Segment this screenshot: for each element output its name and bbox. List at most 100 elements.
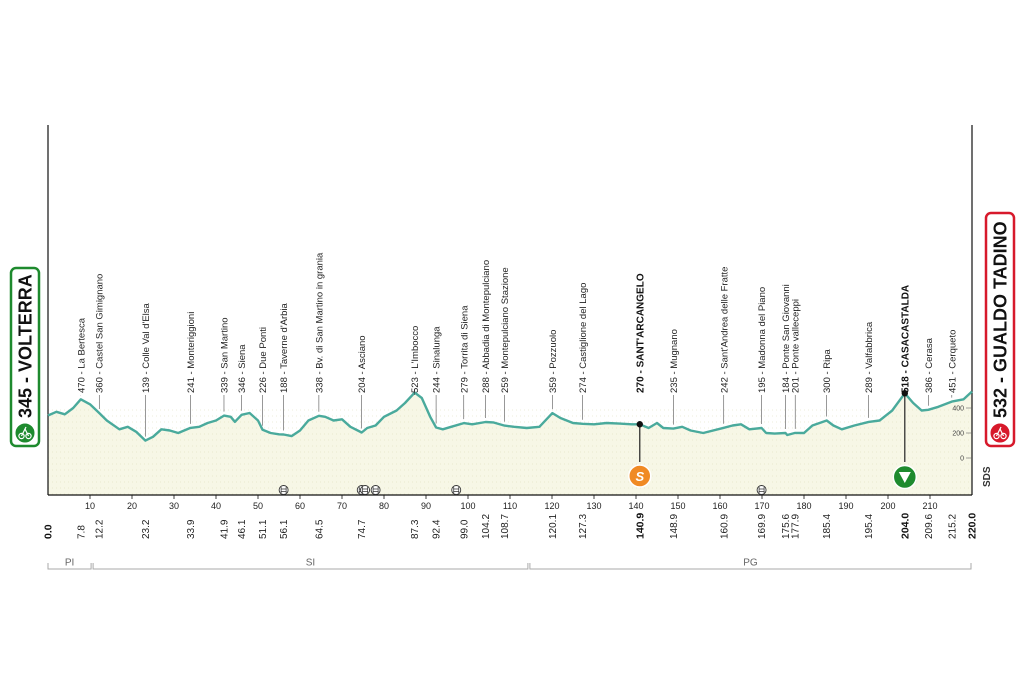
km-distance-label: 140.9 [634, 513, 646, 539]
waypoint-label: 279 - Torrita di Siena [459, 305, 470, 393]
km-tick-label: 50 [253, 501, 263, 511]
waypoint-label: 184 - Ponte San Giovanni [781, 284, 792, 393]
km-tick-label: 100 [460, 501, 475, 511]
start-city-badge-bike-wheel-rear [25, 432, 32, 440]
km-distance-label: 175.6 [781, 514, 792, 539]
waypoint-label: 270 - SANT'ARCANGELO [635, 273, 646, 393]
finish-bike-wheel-rear [1000, 432, 1007, 440]
km-distance-label: 169.9 [757, 514, 768, 539]
kom-point [901, 390, 908, 397]
km-distance-label: 46.1 [237, 519, 248, 539]
km-tick-label: 20 [127, 501, 137, 511]
km-distance-label: 209.6 [924, 514, 935, 539]
km-axis: 10 20 30 40 50 60 70 80 90 100 110 120 130 140 150 160 1… [43, 494, 979, 539]
marker-layer: S SDS [278, 390, 993, 495]
profile-line-layer [47, 390, 973, 442]
finish-city-badge-label: 532 - GUALDO TADINO [991, 221, 1011, 418]
start-city-badge-label: 345 - VOLTERRA [16, 274, 36, 418]
railway-crossing-icon [451, 485, 462, 495]
km-distance-label: 41.9 [220, 519, 231, 539]
railway-crossing-glyph [362, 487, 369, 493]
altitude-tick-label: 0 [960, 456, 964, 463]
railway-crossing-icon [756, 485, 767, 495]
region-label: PI [65, 558, 74, 569]
waypoint-label: 259 - Montepulciano Stazione [500, 267, 511, 393]
km-tick-label: 70 [337, 501, 347, 511]
km-distance-label: 108.7 [500, 514, 511, 539]
km-distance-label: 104.2 [481, 514, 492, 539]
finish-bike-wheel-front [993, 432, 1000, 440]
start-city-badge-bike-frame [20, 426, 30, 437]
railway-crossing-glyph [280, 487, 287, 493]
km-tick-label: 90 [421, 501, 431, 511]
waypoint-label: 244 - Sinalunga [432, 326, 443, 393]
km-tick-label: 190 [838, 501, 853, 511]
km-distance-label: 12.2 [95, 519, 106, 539]
km-tick-label: 200 [880, 501, 895, 511]
profile-line [47, 390, 973, 442]
km-distance-label: 148.9 [669, 514, 680, 539]
km-tick-label: 10 [85, 501, 95, 511]
waypoint-label: 470 - La Bertesca [76, 317, 87, 393]
km-tick-label: 130 [586, 501, 601, 511]
finish-city-badge: 532 - GUALDO TADINO [984, 211, 1016, 448]
railway-crossing-icon [370, 485, 381, 495]
start-city-badge-bike-wheel-front [18, 432, 25, 440]
profile-fill-layer [48, 391, 972, 495]
km-tick-label: 110 [503, 501, 517, 511]
start-city-badge-icon [13, 421, 37, 445]
railway-crossing-glyph [758, 487, 765, 493]
km-distance-label: 51.1 [258, 519, 269, 539]
km-tick-label: 140 [628, 501, 643, 511]
waypoint-label: 188 - Taverne d'Arbia [279, 302, 290, 393]
km-distance-label: 120.1 [548, 514, 559, 539]
km-distance-label: 64.5 [314, 519, 325, 539]
km-distance-label: 215.2 [947, 514, 958, 539]
region-layer: PI SI PG [47, 558, 972, 571]
km-distance-label: 87.3 [410, 519, 421, 539]
km-distance-label: 160.9 [719, 514, 730, 539]
waypoint-label: 288 - Abbadia di Montepulciano [481, 260, 492, 393]
km-tick-label: 60 [295, 501, 305, 511]
region-bracket [529, 563, 972, 570]
waypoint-label: 359 - Pozzuolo [548, 330, 559, 393]
railway-crossing-glyph [453, 487, 460, 493]
waypoint-label: 226 - Due Ponti [258, 327, 269, 393]
waypoint-layer: 470 - La Bertesca 360 - Castel San Gimign… [76, 252, 958, 437]
altitude-tick-label: 200 [952, 431, 964, 438]
km-distance-label: 185.4 [822, 514, 833, 539]
km-distance-label: 204.0 [899, 513, 911, 539]
altitude-grid: 400 200 0 [47, 125, 973, 495]
waypoint-label: 451 - Cerqueto [947, 330, 958, 393]
profile-area-fill [48, 391, 972, 495]
waypoint-label: 518 - CASACASTALDA [900, 285, 911, 393]
waypoint-label: 274 - Castiglione del Lago [578, 283, 589, 393]
km-distance-label: 7.8 [76, 525, 87, 539]
railway-crossing-icon [360, 485, 371, 495]
km-distance-label: 127.3 [578, 514, 589, 539]
region-label: SI [306, 558, 315, 569]
km-distance-label: 74.7 [357, 519, 368, 539]
sprint-point [636, 421, 643, 428]
km-tick-label: 30 [169, 501, 179, 511]
waypoint-label: 195 - Madonna del Piano [757, 287, 768, 393]
railway-crossing-icon [278, 485, 289, 495]
start-city-badge-frame [9, 266, 41, 448]
waypoint-label: 523 - L'Imbocco [410, 326, 421, 393]
waypoint-label: 235 - Mugnano [669, 329, 680, 393]
waypoint-label: 300 - Ripa [822, 348, 833, 393]
km-distance-label: 195.4 [864, 514, 875, 539]
km-distance-label: 99.0 [459, 519, 470, 539]
finish-city-badge-frame [984, 211, 1016, 448]
waypoint-label: 204 - Asciano [357, 335, 368, 393]
sprint-marker-icon [628, 464, 652, 488]
sprint-marker-symbol: S [635, 469, 644, 484]
waypoint-label: 386 - Cerasa [924, 337, 935, 393]
kom-marker-triangle [898, 472, 911, 483]
waypoint-label: 289 - Valfabbrica [864, 321, 875, 393]
waypoint-label: 242 - Sant'Andrea delle Fratte [719, 267, 730, 393]
waypoint-label: 338 - Bv. di San Martino in grania [314, 252, 325, 393]
km-tick-label: 160 [712, 501, 727, 511]
